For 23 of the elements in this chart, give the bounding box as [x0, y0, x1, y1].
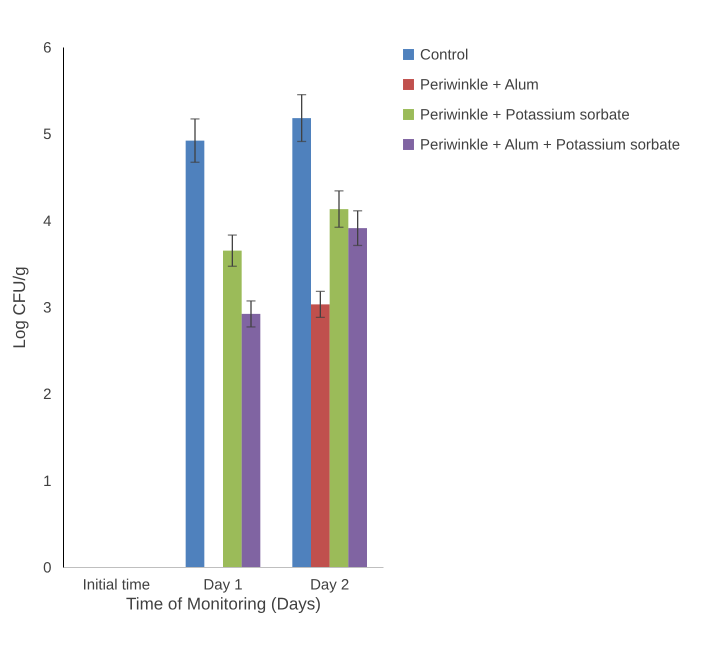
bar: [330, 209, 348, 567]
x-axis-title: Time of Monitoring (Days): [126, 594, 321, 614]
y-tick-label: 3: [43, 300, 52, 316]
x-tick-label: Day 1: [203, 576, 243, 594]
legend-label: Periwinkle + Alum + Potassium sorbate: [420, 136, 680, 154]
bar: [223, 250, 242, 567]
x-tick-label: Day 2: [310, 576, 350, 594]
legend-label: Periwinkle + Alum: [420, 76, 539, 94]
y-axis-title: Log CFU/g: [10, 266, 30, 349]
y-tick-label: 0: [43, 560, 52, 576]
legend-label: Periwinkle + Potassium sorbate: [420, 106, 630, 124]
bar: [311, 304, 330, 567]
y-tick-label: 2: [43, 386, 52, 404]
y-tick-label: 6: [43, 40, 52, 56]
bar: [242, 314, 260, 567]
legend-label: Control: [420, 46, 468, 64]
bar: [292, 118, 311, 567]
y-tick-label: 4: [43, 212, 52, 230]
x-tick-label: Initial time: [82, 576, 150, 594]
bar: [348, 228, 367, 567]
bar: [186, 140, 204, 567]
y-tick-label: 5: [43, 126, 52, 144]
y-tick-label: 1: [43, 472, 52, 490]
